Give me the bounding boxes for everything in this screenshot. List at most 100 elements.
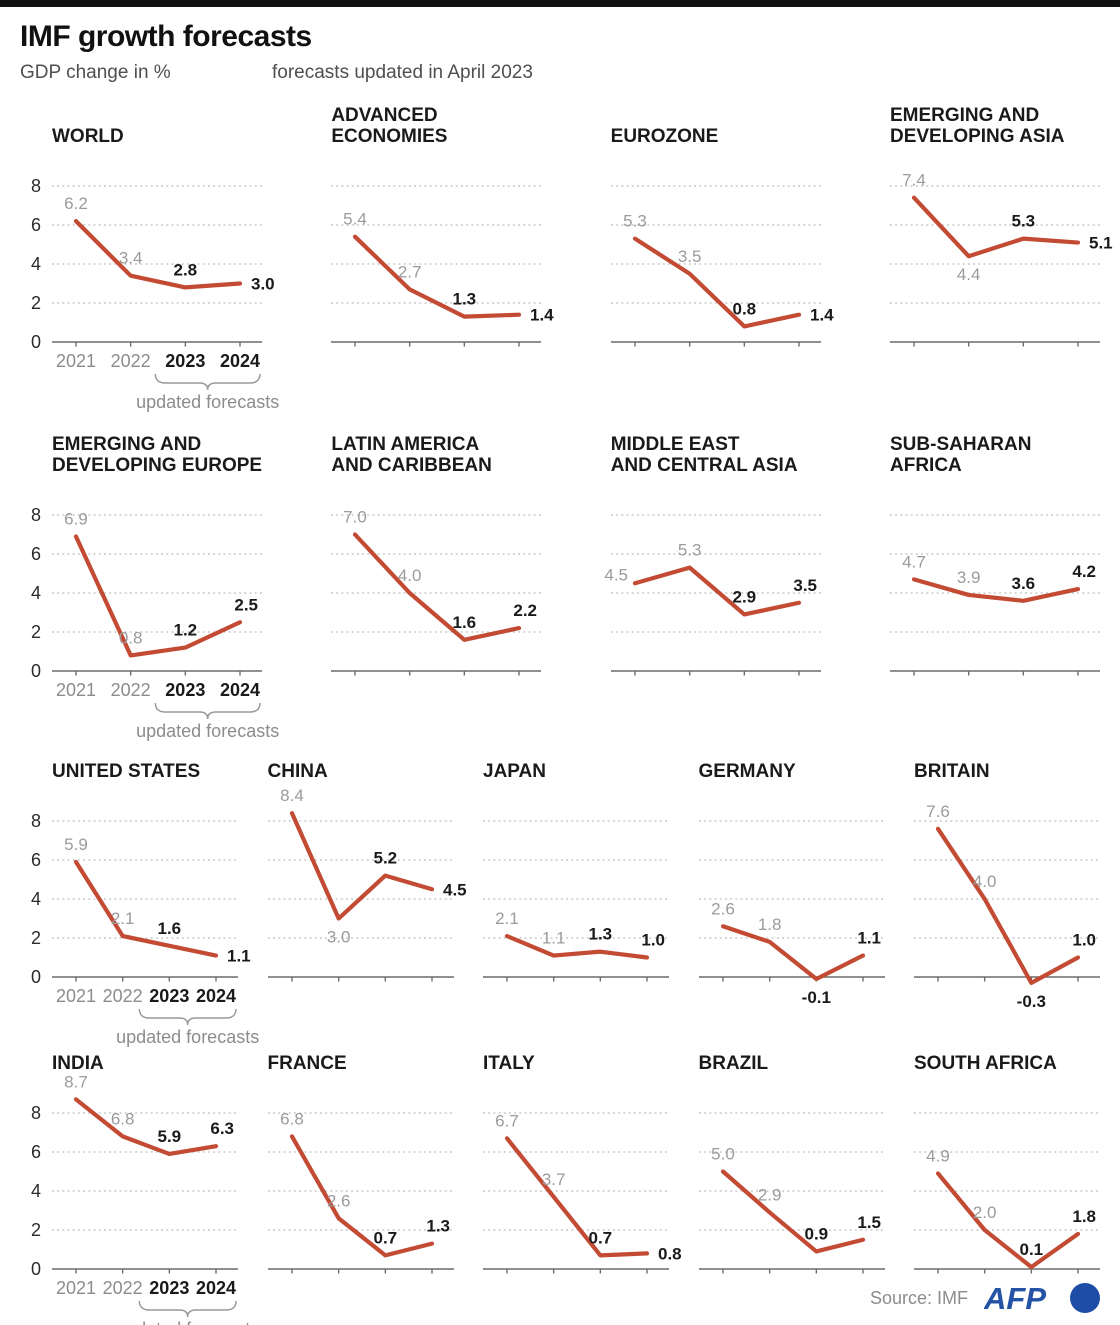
- chart-cell-emerging-and-developing-europe: EMERGING AND DEVELOPING EUROPE 8 6 4 2 0 6.9 0.8…: [20, 430, 279, 741]
- svg-text:6.8: 6.8: [280, 1109, 304, 1128]
- svg-text:8: 8: [31, 1103, 41, 1123]
- series-line: [935, 1171, 1081, 1270]
- svg-text:0.7: 0.7: [589, 1228, 613, 1247]
- svg-text:2023: 2023: [149, 1278, 189, 1298]
- chart-cell-advanced-economies: ADVANCED ECONOMIES 5.4 2.7 1.3 1.4: [331, 101, 555, 372]
- svg-text:2024: 2024: [196, 986, 236, 1006]
- svg-text:6.2: 6.2: [64, 194, 88, 213]
- x-axis-years: 2021 2022 2023 2024: [56, 351, 260, 371]
- svg-text:2021: 2021: [56, 351, 96, 371]
- chart-row-3: UNITED STATES 8 6 4 2 0 5.9 2.1 1.6 1.1 2021 2022 20…: [0, 755, 1120, 1047]
- svg-text:8: 8: [31, 176, 41, 196]
- gridlines: [52, 514, 262, 633]
- svg-text:5.1: 5.1: [1089, 234, 1113, 253]
- chart-title: GERMANY: [698, 761, 796, 782]
- chart-eurozone: 5.3 3.5 0.8 1.4: [610, 185, 834, 347]
- svg-text:6: 6: [31, 850, 41, 870]
- x-axis: [698, 976, 885, 982]
- svg-text:2.0: 2.0: [973, 1203, 997, 1222]
- chart-france: 6.8 2.6 0.7 1.3: [267, 1109, 454, 1274]
- chart-germany: 2.6 1.8 -0.1 1.1: [698, 820, 885, 1007]
- value-labels: 6.9 0.8 1.2 2.5: [64, 509, 258, 647]
- svg-text:8: 8: [31, 505, 41, 525]
- y-axis-labels: 8 6 4 2 0: [31, 1103, 41, 1279]
- svg-text:-0.1: -0.1: [801, 988, 830, 1007]
- svg-text:6: 6: [31, 215, 41, 235]
- chart-cell-eurozone: EUROZONE 5.3 3.5 0.8 1.4: [610, 101, 834, 372]
- svg-text:2.1: 2.1: [111, 909, 135, 928]
- y-axis-labels: 8 6 4 2 0: [31, 811, 41, 987]
- svg-text:5.3: 5.3: [623, 212, 647, 231]
- gridlines: [610, 185, 821, 304]
- svg-text:6.7: 6.7: [495, 1111, 519, 1130]
- series-line: [632, 565, 801, 617]
- chart-cell-emerging-and-developing-asia: EMERGING AND DEVELOPING ASIA 7.4 4.4 5.3 5.1: [889, 101, 1113, 372]
- series-line: [935, 826, 1081, 985]
- svg-text:6: 6: [31, 1142, 41, 1162]
- svg-text:0.8: 0.8: [119, 628, 143, 647]
- value-labels: 7.0 4.0 1.6 2.2: [344, 508, 538, 632]
- updated-forecasts-bracket: [154, 373, 261, 391]
- svg-text:5.9: 5.9: [64, 835, 88, 854]
- svg-text:5.9: 5.9: [158, 1127, 182, 1146]
- x-axis: [914, 1268, 1100, 1274]
- svg-text:2.7: 2.7: [398, 262, 422, 281]
- svg-text:2024: 2024: [220, 680, 260, 700]
- svg-text:2021: 2021: [56, 986, 96, 1006]
- svg-text:6.3: 6.3: [210, 1119, 234, 1138]
- svg-text:1.1: 1.1: [542, 929, 566, 948]
- value-labels: 5.9 2.1 1.6 1.1: [64, 835, 250, 966]
- value-labels: 6.8 2.6 0.7 1.3: [280, 1109, 450, 1247]
- chart-italy: 6.7 3.7 0.7 0.8: [483, 1111, 682, 1274]
- svg-text:4.5: 4.5: [443, 880, 467, 899]
- svg-text:3.5: 3.5: [678, 247, 702, 266]
- chart-title: BRAZIL: [698, 1053, 769, 1074]
- updated-forecasts-bracket: [154, 702, 261, 720]
- svg-text:6: 6: [31, 544, 41, 564]
- chart-britain: 7.6 4.0 -0.3 1.0: [914, 802, 1100, 1011]
- svg-text:2: 2: [31, 928, 41, 948]
- chart-emerging-and-developing-asia: 7.4 4.4 5.3 5.1: [889, 171, 1113, 347]
- chart-title: UNITED STATES: [52, 761, 201, 782]
- svg-text:0: 0: [31, 332, 41, 352]
- svg-text:4.0: 4.0: [398, 566, 422, 585]
- svg-text:2023: 2023: [165, 351, 205, 371]
- svg-text:2.9: 2.9: [757, 1185, 781, 1204]
- chart-title: ITALY: [483, 1053, 535, 1074]
- subtitle-gdp-change: GDP change in %: [20, 62, 171, 83]
- series-line: [289, 811, 434, 921]
- chart-cell-germany: GERMANY 2.6 1.8 -0.1 1.1: [698, 755, 885, 1007]
- svg-text:1.4: 1.4: [810, 306, 834, 325]
- chart-row-1: WORLD 8 6 4 2 0 6.2 3.4 2.8 3.0 2021 2022 2023 2024 up…: [0, 101, 1120, 412]
- value-labels: 5.0 2.9 0.9 1.5: [711, 1145, 881, 1244]
- chart-title: INDIA: [52, 1053, 104, 1074]
- chart-cell-middle-east-and-central-asia: MIDDLE EAST AND CENTRAL ASIA 4.5 5.3 2.9 3.5: [604, 430, 821, 701]
- subtitle-row: GDP change in % forecasts updated in Apr…: [20, 61, 1100, 85]
- value-labels: 4.5 5.3 2.9 3.5: [604, 541, 817, 607]
- svg-text:1.0: 1.0: [1072, 931, 1096, 950]
- svg-text:0.8: 0.8: [732, 299, 756, 318]
- svg-text:5.0: 5.0: [711, 1145, 735, 1164]
- chart-title: SUB-SAHARAN AFRICA: [890, 434, 1032, 476]
- y-axis-labels: 8 6 4 2 0: [31, 176, 41, 352]
- value-labels: 6.2 3.4 2.8 3.0: [64, 194, 274, 293]
- value-labels: 5.3 3.5 0.8 1.4: [623, 212, 834, 325]
- charts-grid: WORLD 8 6 4 2 0 6.2 3.4 2.8 3.0 2021 2022 2023 2024 up…: [0, 101, 1120, 1325]
- svg-text:8: 8: [31, 811, 41, 831]
- updated-forecasts-bracket: [138, 1300, 237, 1318]
- chart-united-states: 8 6 4 2 0 5.9 2.1 1.6 1.1 2021 2022 2023 2024 updated…: [31, 811, 259, 1047]
- svg-text:2021: 2021: [56, 680, 96, 700]
- chart-title: EMERGING AND DEVELOPING ASIA: [889, 105, 1065, 147]
- header: IMF growth forecasts GDP change in % for…: [0, 19, 1120, 85]
- value-labels: 5.4 2.7 1.3 1.4: [344, 210, 555, 325]
- x-axis: [483, 1268, 669, 1274]
- svg-text:4.0: 4.0: [973, 872, 997, 891]
- x-axis: [610, 341, 821, 347]
- chart-latin-america-and-caribbean: 7.0 4.0 1.6 2.2: [331, 508, 542, 676]
- svg-text:8.4: 8.4: [280, 786, 304, 805]
- svg-text:1.1: 1.1: [857, 929, 881, 948]
- updated-forecasts-caption: updated forecasts: [136, 392, 279, 412]
- svg-text:2022: 2022: [103, 986, 143, 1006]
- svg-text:1.8: 1.8: [1072, 1207, 1096, 1226]
- x-axis: [483, 976, 669, 982]
